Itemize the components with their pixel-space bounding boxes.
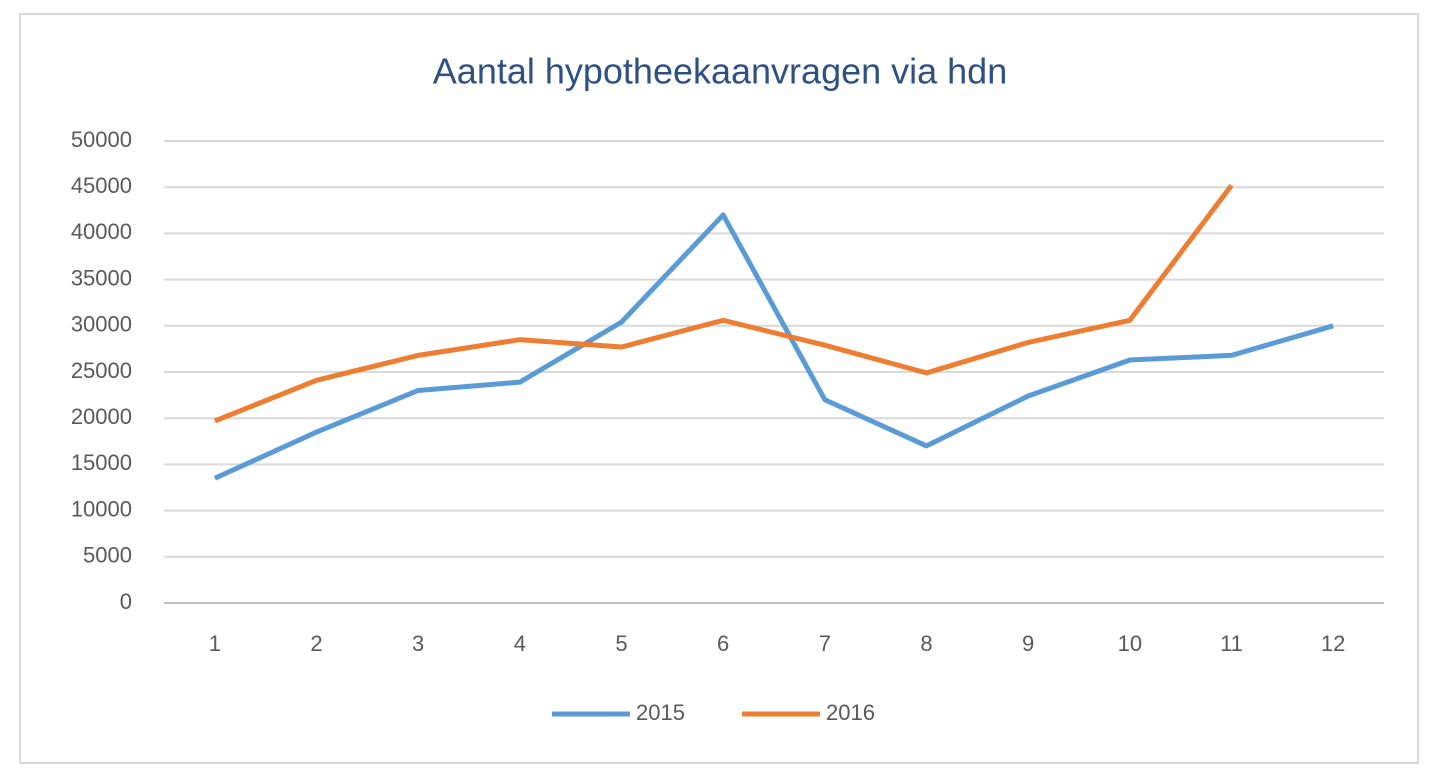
x-tick-label: 10 bbox=[1118, 631, 1142, 656]
y-tick-label: 50000 bbox=[71, 127, 132, 152]
series-line bbox=[213, 183, 1234, 424]
x-tick-label: 6 bbox=[717, 631, 729, 656]
x-tick-label: 12 bbox=[1321, 631, 1345, 656]
x-tick-label: 9 bbox=[1022, 631, 1034, 656]
y-tick-label: 0 bbox=[120, 589, 132, 614]
y-tick-label: 30000 bbox=[71, 312, 132, 337]
x-tick-label: 3 bbox=[412, 631, 424, 656]
legend-label: 2015 bbox=[636, 700, 685, 725]
x-tick-label: 2 bbox=[310, 631, 322, 656]
series-line bbox=[213, 212, 1334, 481]
y-tick-label: 25000 bbox=[71, 358, 132, 383]
y-tick-label: 35000 bbox=[71, 265, 132, 290]
x-tick-label: 11 bbox=[1220, 631, 1243, 656]
y-tick-label: 40000 bbox=[71, 219, 132, 244]
x-tick-label: 1 bbox=[209, 631, 221, 656]
x-tick-label: 7 bbox=[819, 631, 831, 656]
chart-frame bbox=[19, 13, 1419, 764]
x-tick-label: 4 bbox=[514, 631, 526, 656]
x-tick-label: 8 bbox=[920, 631, 932, 656]
legend-label: 2016 bbox=[826, 700, 875, 725]
y-tick-label: 10000 bbox=[71, 496, 132, 521]
y-tick-label: 45000 bbox=[71, 173, 132, 198]
y-tick-label: 15000 bbox=[71, 450, 132, 475]
y-tick-label: 5000 bbox=[83, 543, 132, 568]
x-tick-label: 5 bbox=[615, 631, 627, 656]
chart-title: Aantal hypotheekaanvragen via hdn bbox=[433, 51, 1007, 92]
y-tick-label: 20000 bbox=[71, 404, 132, 429]
